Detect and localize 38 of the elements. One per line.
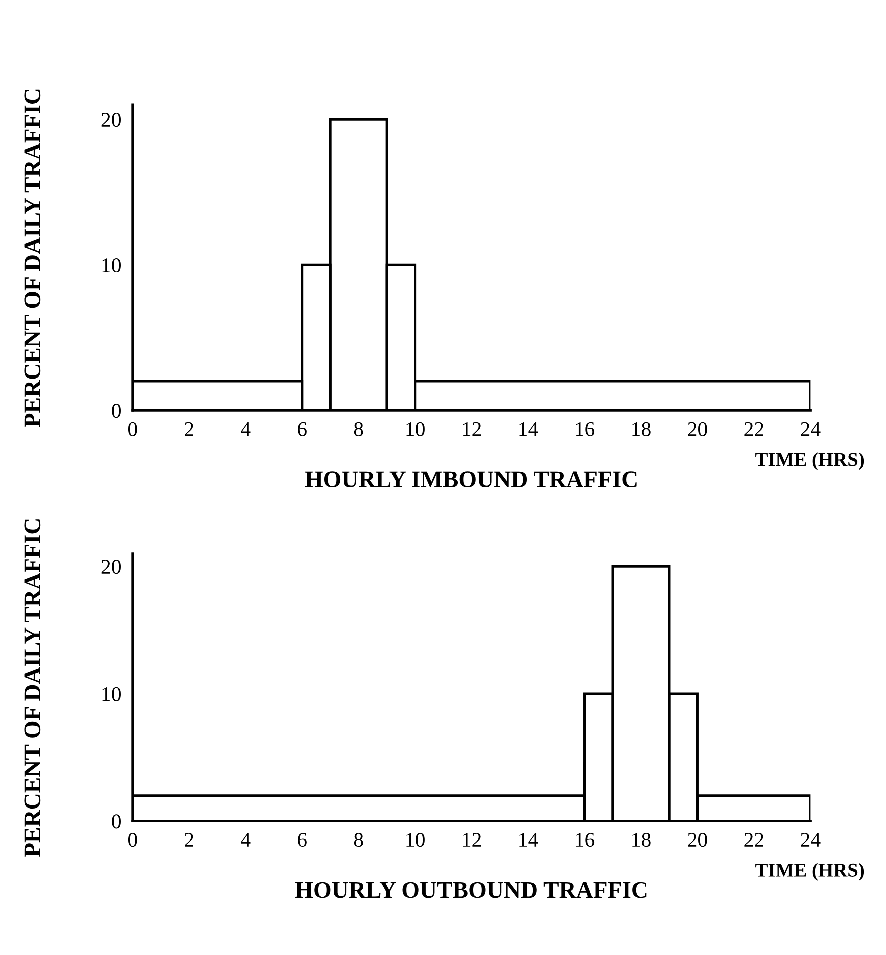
x-tick-label: 16	[576, 833, 595, 848]
x-tick-label: 2	[185, 422, 194, 436]
y-axis-title: PERCENT OF DAILY TRAFFIC	[24, 520, 41, 857]
x-tick-label: 0	[128, 833, 138, 848]
x-tick-label: 18	[632, 422, 651, 436]
x-tick-label: 8	[354, 833, 364, 848]
x-tick-label: 14	[520, 833, 538, 847]
x-tick-label: 0	[128, 422, 138, 436]
x-tick-label: 24	[801, 833, 821, 847]
x-tick-label: 6	[298, 833, 307, 848]
x-tick-label: 4	[241, 422, 251, 436]
x-tick-label: 20	[688, 422, 708, 436]
x-axis-title: TIME (HRS)	[756, 452, 864, 470]
y-tick-label: 0	[112, 814, 121, 829]
y-tick-label: 0	[112, 404, 121, 418]
x-tick-label: 4	[241, 833, 251, 847]
x-tick-label: 14	[520, 422, 538, 436]
x-tick-label: 10	[406, 833, 425, 848]
y-tick-label: 20	[102, 112, 121, 128]
x-tick-label: 8	[354, 422, 364, 436]
x-tick-label: 18	[632, 833, 651, 848]
y-tick-label: 20	[102, 560, 121, 574]
text: HOURLY IMBOUND TRAFFIC	[305, 472, 637, 488]
y-tick-label: 10	[102, 258, 121, 273]
x-tick-label: 24	[801, 422, 821, 436]
y-tick-label: 10	[102, 687, 121, 702]
x-tick-label: 22	[744, 833, 764, 847]
text: HOURLY OUTBOUND TRAFFIC	[296, 882, 647, 898]
x-tick-label: 6	[298, 422, 307, 436]
y-axis-title: PERCENT OF DAILY TRAFFIC	[24, 90, 41, 428]
x-tick-label: 12	[463, 833, 482, 847]
x-tick-label: 20	[688, 833, 708, 848]
x-tick-label: 10	[406, 422, 425, 436]
x-tick-label: 12	[463, 422, 482, 436]
x-tick-label: 16	[576, 422, 595, 436]
x-tick-label: 22	[744, 422, 764, 436]
x-axis-title: TIME (HRS)	[756, 863, 864, 881]
x-tick-label: 2	[185, 833, 194, 847]
